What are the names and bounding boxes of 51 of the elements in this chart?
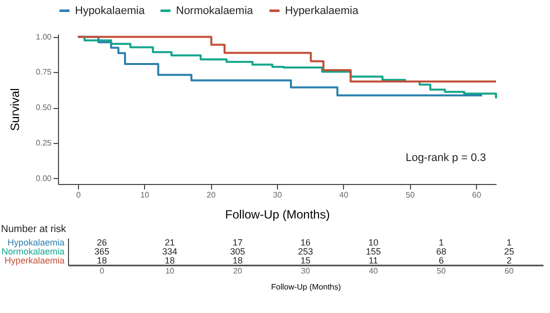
legend-label: Hypokalaemia (75, 4, 146, 17)
x-tick-label: 0 (76, 190, 82, 200)
y-tick-label: 0.25 (36, 138, 52, 148)
data-label: 1 (506, 238, 512, 248)
y-tick-label: Hypokalaemia (7, 238, 64, 248)
data-label: 21 (164, 238, 175, 248)
data-label: 10 (368, 238, 378, 248)
data-label: 25 (504, 246, 514, 256)
data-label: 6 (438, 256, 444, 266)
x-tick-label: 60 (472, 190, 482, 200)
data-label: 18 (164, 256, 175, 266)
y-tick-label: 0.50 (36, 103, 52, 112)
legend-label: Hyperkalaemia (285, 4, 360, 17)
data-label: 305 (230, 246, 246, 256)
data-label: 365 (94, 246, 110, 256)
data-label: 16 (300, 238, 311, 248)
x-tick-label: 20 (233, 266, 243, 276)
x-tick-label: 60 (504, 266, 514, 276)
data-label: 1 (438, 238, 444, 248)
x-tick-label: 40 (339, 190, 349, 200)
data-label: 2 (506, 256, 512, 266)
data-label: 68 (436, 246, 446, 256)
y-tick-label: 0.75 (36, 68, 52, 77)
y-tick-label: Hyperkalaemia (4, 256, 64, 266)
data-label: 17 (232, 238, 243, 248)
x-tick-label: 30 (301, 266, 310, 276)
x-tick-label: 50 (406, 190, 416, 200)
x-tick-label: 20 (206, 190, 216, 200)
data-label: 253 (298, 246, 314, 256)
x-tick-label: 40 (368, 266, 378, 276)
y-tick-label: Normokalaemia (1, 246, 64, 256)
data-label: 18 (96, 256, 107, 266)
data-label: 334 (162, 246, 178, 256)
y-tick-label: 0.00 (36, 174, 52, 183)
legend-label: Normokalaemia (176, 4, 254, 17)
data-label: 11 (368, 256, 378, 266)
data-label: 18 (232, 256, 243, 266)
x-tick-label: 30 (273, 190, 282, 200)
data-label: 26 (96, 238, 107, 248)
data-label: 15 (300, 256, 311, 266)
x-tick-label: 50 (436, 266, 446, 276)
y-axis-title: Survival (8, 88, 22, 131)
x-tick-label: 10 (140, 190, 150, 200)
x-axis-title: Follow-Up (Months) (225, 208, 330, 222)
annotation: Log-rank p = 0.3 (406, 152, 486, 164)
x-tick-label: 0 (100, 266, 105, 276)
chart-title: Number at risk (0, 224, 67, 235)
y-tick-label: 1.00 (36, 32, 52, 42)
x-axis-title: Follow-Up (Months) (271, 282, 342, 292)
data-label: 155 (366, 246, 381, 256)
x-tick-label: 10 (165, 266, 175, 276)
